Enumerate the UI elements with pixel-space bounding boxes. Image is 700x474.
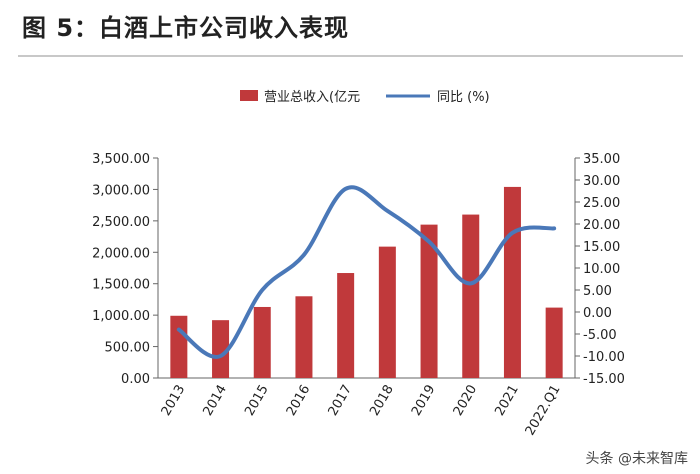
bar-series bbox=[170, 186, 563, 378]
legend-bar-label: 营业总收入(亿元 bbox=[264, 90, 360, 105]
legend-bar-swatch bbox=[240, 90, 258, 101]
left-tick-label: 2,500.00 bbox=[92, 215, 150, 230]
revenue-bar bbox=[170, 315, 188, 378]
left-tick-label: 3,500.00 bbox=[92, 152, 150, 167]
x-tick-label: 2015 bbox=[242, 383, 272, 419]
revenue-bar bbox=[462, 214, 480, 378]
right-tick-label: 15.00 bbox=[583, 240, 620, 255]
left-tick-label: 1,500.00 bbox=[92, 278, 150, 293]
x-tick-label: 2013 bbox=[159, 383, 189, 419]
revenue-bar bbox=[212, 320, 230, 378]
left-tick-label: 3,000.00 bbox=[92, 183, 150, 198]
x-axis-labels: 2013 2014 2015 2016 2017 2018 2019 2020 2021 2022… bbox=[159, 383, 564, 439]
x-tick-label: 2014 bbox=[200, 383, 230, 419]
revenue-bar bbox=[295, 296, 313, 378]
revenue-bar bbox=[337, 273, 355, 378]
revenue-bar bbox=[503, 186, 521, 378]
legend: 营业总收入(亿元 同比 (%) bbox=[240, 90, 490, 105]
x-tick-label: 2020 bbox=[451, 383, 481, 419]
left-axis-ticks: 0.00 500.00 1,000.00 1,500.00 2,000.00 2,500.… bbox=[92, 152, 158, 387]
left-tick-label: 1,000.00 bbox=[92, 309, 150, 324]
x-tick-label: 2022.Q1 bbox=[523, 383, 564, 439]
right-tick-label: 5.00 bbox=[583, 284, 612, 299]
right-tick-label: 0.00 bbox=[583, 306, 612, 321]
right-tick-label: 35.00 bbox=[583, 152, 620, 167]
yoy-line bbox=[176, 185, 557, 359]
right-tick-label: 30.00 bbox=[583, 174, 620, 189]
revenue-bar bbox=[378, 246, 396, 378]
right-tick-label: 25.00 bbox=[583, 196, 620, 211]
x-tick-label: 2019 bbox=[409, 383, 439, 419]
right-tick-label: -15.00 bbox=[583, 372, 625, 387]
title-divider bbox=[18, 55, 683, 57]
revenue-bar bbox=[545, 307, 563, 378]
right-tick-label: -5.00 bbox=[583, 328, 617, 343]
x-tick-label: 2016 bbox=[284, 383, 314, 419]
left-tick-label: 2,000.00 bbox=[92, 246, 150, 261]
right-tick-label: 20.00 bbox=[583, 218, 620, 233]
legend-line-label: 同比 (%) bbox=[437, 90, 490, 105]
left-tick-label: 0.00 bbox=[121, 372, 150, 387]
left-tick-label: 500.00 bbox=[105, 341, 151, 356]
revenue-bar bbox=[253, 306, 271, 378]
x-tick-label: 2018 bbox=[367, 383, 397, 419]
right-tick-label: 10.00 bbox=[583, 262, 620, 277]
watermark: 头条 @未来智库 bbox=[585, 451, 688, 467]
revenue-bar bbox=[420, 224, 438, 378]
x-tick-label: 2017 bbox=[326, 383, 356, 419]
x-tick-label: 2021 bbox=[492, 383, 522, 419]
right-tick-label: -10.00 bbox=[583, 350, 625, 365]
right-axis-ticks: -15.00 -10.00 -5.00 0.00 5.00 10.00 15.00 20.00… bbox=[575, 152, 625, 387]
chart-title: 图 5：白酒上市公司收入表现 bbox=[22, 14, 350, 42]
